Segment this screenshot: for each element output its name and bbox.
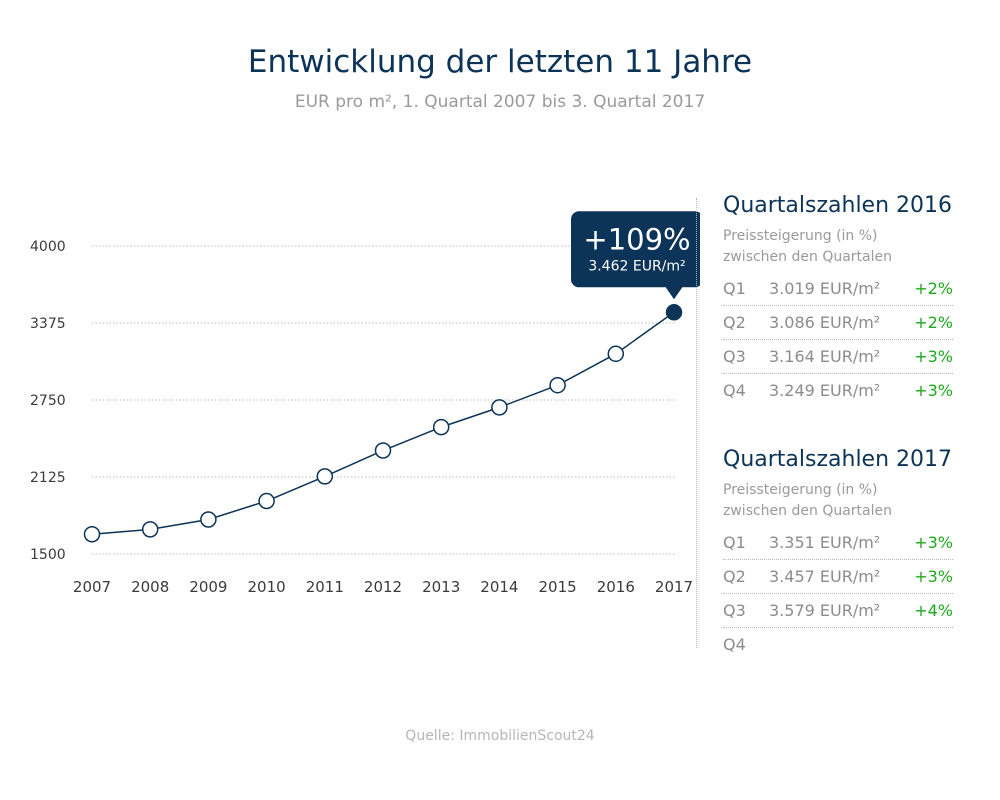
panel-title: Quartalszahlen 2016 bbox=[723, 193, 953, 218]
quarter-label: Q3 bbox=[723, 347, 746, 366]
quarter-change: +2% bbox=[914, 313, 953, 332]
quarter-value: 3.249 EUR/m² bbox=[769, 381, 881, 400]
y-tick-label: 2125 bbox=[30, 470, 66, 486]
quarter-change: +3% bbox=[914, 381, 953, 400]
panel-subtitle-line-2: zwischen den Quartalen bbox=[723, 503, 892, 519]
quarter-change: +4% bbox=[914, 601, 953, 620]
y-tick-label: 4000 bbox=[30, 239, 66, 255]
quarter-change: +3% bbox=[914, 533, 953, 552]
highlight-point bbox=[665, 304, 683, 321]
quarter-label: Q2 bbox=[723, 313, 746, 332]
x-tick-label: 2014 bbox=[480, 578, 518, 596]
quarter-row: Q2 3.457 EUR/m² +3% bbox=[723, 560, 953, 594]
quarter-change: +3% bbox=[914, 347, 953, 366]
data-point bbox=[200, 511, 217, 528]
panel-subtitle: Preissteigerung (in %) zwischen den Quar… bbox=[723, 226, 953, 268]
data-point bbox=[83, 526, 101, 543]
quarter-row: Q1 3.019 EUR/m² +2% bbox=[723, 272, 953, 306]
series-line bbox=[91, 311, 675, 536]
data-point bbox=[316, 468, 334, 485]
panel-title: Quartalszahlen 2017 bbox=[723, 447, 953, 472]
y-tick-label: 3375 bbox=[30, 316, 66, 332]
quarter-value: 3.086 EUR/m² bbox=[769, 313, 881, 332]
data-point bbox=[141, 521, 159, 538]
x-tick-label: 2010 bbox=[248, 578, 286, 596]
data-point bbox=[549, 376, 566, 394]
x-tick-label: 2011 bbox=[306, 578, 344, 596]
highlight-badge bbox=[571, 211, 700, 288]
badge-pointer bbox=[665, 286, 683, 300]
panel-subtitle-line-1: Preissteigerung (in %) bbox=[723, 228, 878, 244]
badge-percent: +109% bbox=[583, 222, 690, 256]
x-tick-label: 2017 bbox=[655, 578, 693, 596]
line-chart: 4000 3375 2750 2125 1500 2007 2008 2009 2010 2011… bbox=[30, 211, 700, 596]
badge-value: 3.462 EUR/m² bbox=[588, 258, 685, 274]
quarter-value: 3.164 EUR/m² bbox=[769, 347, 881, 366]
quarter-value: 3.457 EUR/m² bbox=[769, 567, 881, 586]
x-tick-label: 2012 bbox=[364, 578, 402, 596]
x-tick-label: 2013 bbox=[422, 578, 460, 596]
quarter-row: Q4 3.249 EUR/m² +3% bbox=[723, 374, 953, 407]
quarter-panel-2017: Quartalszahlen 2017 Preissteigerung (in … bbox=[723, 447, 953, 661]
chart-title: Entwicklung der letzten 11 Jahre bbox=[247, 44, 753, 80]
quarter-label: Q4 bbox=[723, 381, 746, 400]
data-point bbox=[258, 492, 275, 510]
data-point bbox=[432, 418, 450, 436]
quarter-row: Q3 3.579 EUR/m² +4% bbox=[723, 594, 953, 628]
quarter-label: Q1 bbox=[723, 533, 746, 552]
data-point bbox=[607, 345, 625, 363]
quarter-row: Q1 3.351 EUR/m² +3% bbox=[723, 526, 953, 560]
data-point bbox=[491, 399, 508, 416]
quarter-row: Q4 bbox=[723, 628, 953, 661]
chart-subtitle: EUR pro m², 1. Quartal 2007 bis 3. Quart… bbox=[294, 92, 706, 112]
x-tick-label: 2015 bbox=[539, 578, 577, 596]
quarter-label: Q1 bbox=[723, 279, 746, 298]
quarter-value: 3.579 EUR/m² bbox=[769, 601, 881, 620]
quarter-change: +3% bbox=[914, 567, 953, 586]
panel-subtitle-line-1: Preissteigerung (in %) bbox=[723, 482, 878, 498]
y-tick-label: 2750 bbox=[30, 393, 66, 409]
panel-subtitle: Preissteigerung (in %) zwischen den Quar… bbox=[723, 480, 953, 522]
panel-divider bbox=[696, 198, 697, 648]
x-tick-label: 2007 bbox=[73, 578, 111, 596]
quarter-row: Q3 3.164 EUR/m² +3% bbox=[723, 340, 953, 374]
quarter-row: Q2 3.086 EUR/m² +2% bbox=[723, 306, 953, 340]
quarter-label: Q3 bbox=[723, 601, 746, 620]
y-tick-label: 1500 bbox=[30, 547, 66, 563]
x-tick-label: 2008 bbox=[131, 578, 169, 596]
quarter-value: 3.351 EUR/m² bbox=[769, 533, 881, 552]
data-point bbox=[374, 442, 392, 459]
x-tick-label: 2009 bbox=[189, 578, 227, 596]
quarter-label: Q4 bbox=[723, 635, 746, 654]
x-tick-label: 2016 bbox=[597, 578, 635, 596]
quarter-label: Q2 bbox=[723, 567, 746, 586]
quarter-value: 3.019 EUR/m² bbox=[769, 279, 881, 298]
quarter-change: +2% bbox=[914, 279, 953, 298]
panel-subtitle-line-2: zwischen den Quartalen bbox=[723, 249, 892, 265]
source-note: Quelle: ImmobilienScout24 bbox=[405, 728, 595, 744]
quarter-panel-2016: Quartalszahlen 2016 Preissteigerung (in … bbox=[723, 193, 953, 407]
